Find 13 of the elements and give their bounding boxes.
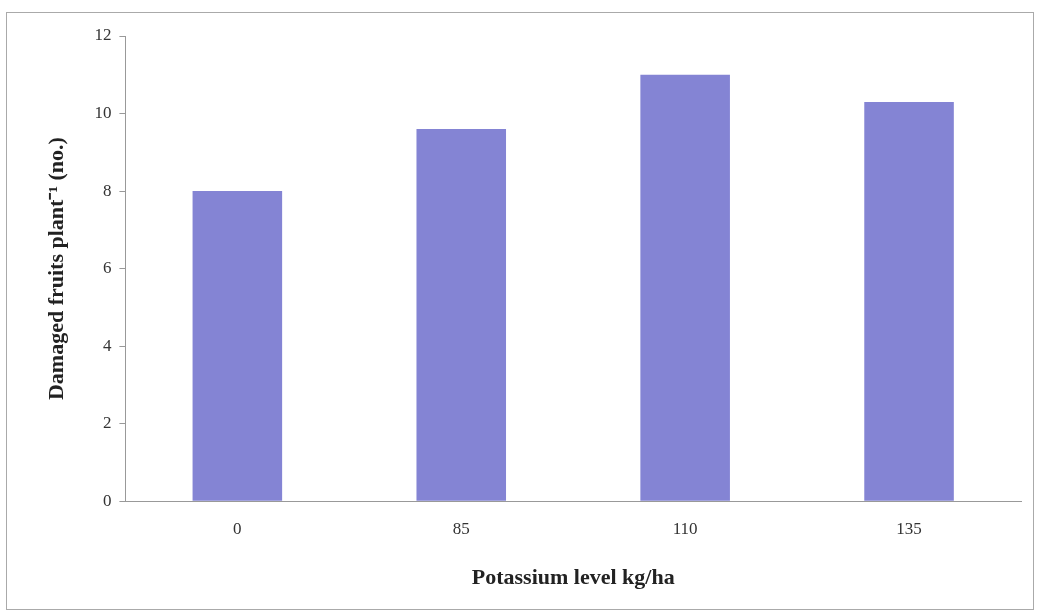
y-tick-label: 6 [102,258,112,278]
y-axis-title: Damaged fruits plant⁻¹ (no.) [42,137,68,401]
y-tick-label: 12 [94,25,112,45]
x-tick-label: 85 [452,518,470,538]
x-tick-label: 135 [896,518,922,538]
y-tick-label: 10 [94,103,112,122]
x-tick-label: 110 [672,518,698,538]
y-tick-label: 8 [102,180,112,200]
x-axis-title: Potassium level kg/ha [471,564,675,590]
y-tick-label: 4 [102,335,112,355]
x-tick-label: 0 [233,518,242,538]
y-tick-label: 0 [102,490,112,510]
y-tick-label: 2 [102,413,112,433]
